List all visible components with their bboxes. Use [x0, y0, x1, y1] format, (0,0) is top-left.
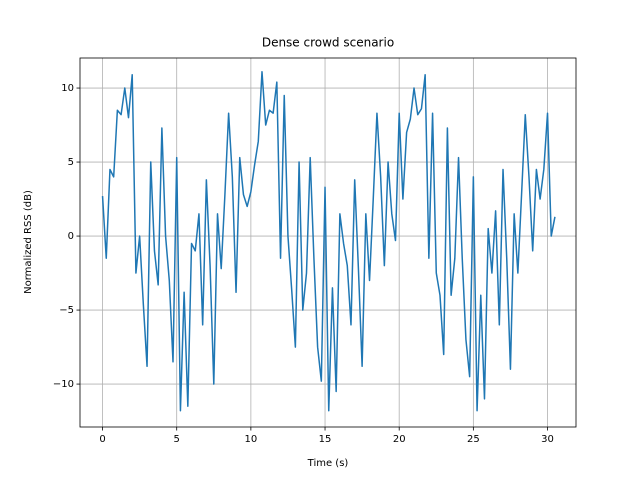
y-tick-label: 0	[68, 231, 74, 242]
chart-title: Dense crowd scenario	[262, 36, 394, 50]
x-tick-label: 30	[541, 434, 554, 445]
x-tick-label: 15	[319, 434, 332, 445]
y-tick-label: −5	[59, 305, 74, 316]
y-axis-label: Normalized RSS (dB)	[23, 190, 34, 294]
data-line	[101, 71, 556, 412]
plot-frame	[79, 57, 577, 428]
x-tick-label: 10	[245, 434, 258, 445]
x-tick-label: 5	[174, 434, 180, 445]
x-tick-label: 0	[99, 434, 105, 445]
x-axis-label: Time (s)	[307, 458, 349, 469]
y-tick-label: −10	[53, 379, 74, 390]
x-tick-label: 25	[467, 434, 480, 445]
y-tick-label: 10	[61, 83, 74, 94]
y-tick-label: 5	[68, 157, 74, 168]
x-tick-label: 20	[393, 434, 406, 445]
